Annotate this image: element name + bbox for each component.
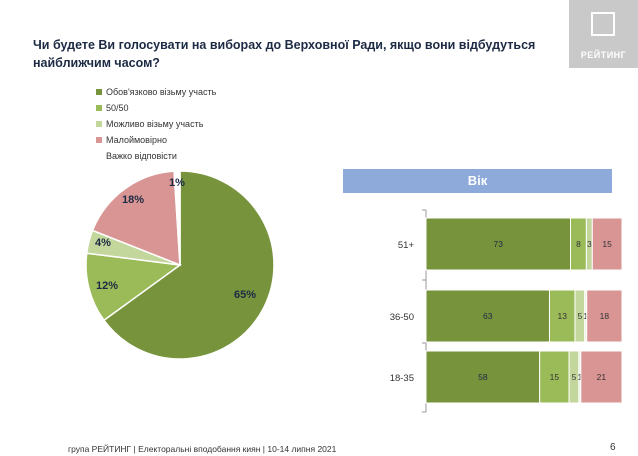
legend-swatch [96, 105, 102, 111]
bar-value-label: 5 [577, 311, 582, 321]
bar-segment [425, 289, 550, 343]
legend-label: 50/50 [106, 103, 129, 113]
pie-slice [102, 170, 275, 360]
legend-item-definitely: Обов'язково візьму участь [96, 84, 216, 100]
footer: група РЕЙТИНГ | Електоральні вподобання … [68, 444, 337, 454]
bar-segment [425, 217, 572, 271]
legend-label: Важко відповісти [106, 151, 177, 161]
category-label: 36-50 [390, 312, 414, 323]
bar-value-label: 1 [583, 311, 588, 321]
bar-value-label: 21 [597, 372, 607, 382]
logo-text: РЕЙТИНГ [580, 50, 627, 60]
bar-value-label: 58 [478, 372, 488, 382]
bar-segment [580, 350, 623, 404]
logo-icon [591, 12, 615, 36]
bar-segment [539, 350, 570, 404]
pie-value-label: 4% [95, 237, 111, 249]
legend: Обов'язково візьму участь 50/50 Можливо … [96, 84, 216, 164]
pie-value-label: 1% [169, 177, 185, 189]
legend-label: Обов'язково візьму участь [106, 87, 217, 97]
bar-value-label: 13 [557, 311, 567, 321]
bar-value-label: 73 [494, 239, 504, 249]
legend-item-maybe: Можливо візьму участь [96, 116, 216, 132]
logo: РЕЙТИНГ [569, 0, 638, 68]
bar-value-label: 15 [602, 239, 612, 249]
legend-item-unlikely: Малоймовірно [96, 132, 216, 148]
bar-value-label: 3 [587, 239, 592, 249]
legend-label: Можливо візьму участь [106, 119, 204, 129]
page-number: 6 [610, 442, 616, 453]
category-label: 51+ [398, 240, 415, 251]
age-header: Вік [343, 169, 612, 193]
bar-segment [591, 217, 623, 271]
legend-item-fifty: 50/50 [96, 100, 216, 116]
pie-slice [85, 252, 182, 322]
category-label: 18-35 [390, 373, 414, 384]
bar-value-label: 8 [576, 239, 581, 249]
legend-swatch [96, 121, 102, 127]
legend-label: Малоймовірно [106, 135, 167, 145]
bar-segment [425, 350, 541, 404]
legend-swatch [96, 89, 102, 95]
bar-value-label: 5 [572, 372, 577, 382]
bar-value-label: 1 [577, 372, 582, 382]
legend-swatch [96, 137, 102, 143]
pie-value-label: 12% [96, 280, 118, 292]
bar-value-label: 15 [550, 372, 560, 382]
bar-value-label: 18 [600, 311, 610, 321]
pie-value-label: 65% [234, 289, 256, 301]
pie-slice [91, 170, 181, 267]
bar-segment [548, 289, 576, 343]
chart-title: Чи будете Ви голосувати на виборах до Ве… [33, 38, 536, 70]
legend-item-hard: Важко відповісти [96, 148, 216, 164]
pie-slice [173, 170, 181, 266]
pie-value-label: 18% [122, 194, 144, 206]
bar-value-label: 63 [483, 311, 493, 321]
legend-swatch [96, 153, 102, 159]
bar-segment [586, 289, 623, 343]
